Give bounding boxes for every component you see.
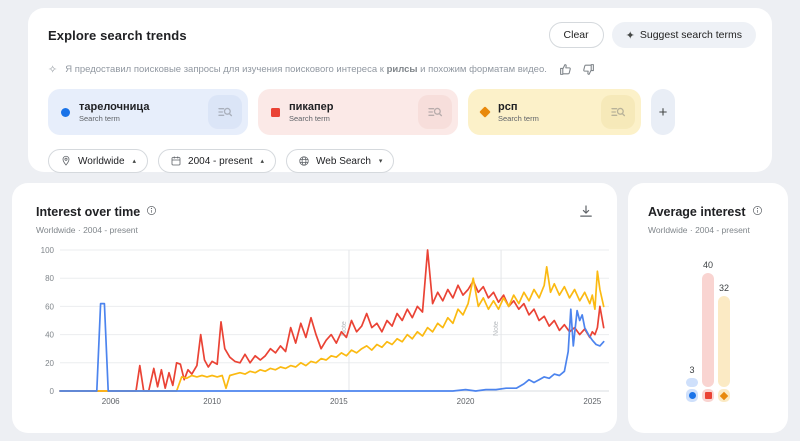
svg-text:2010: 2010: [203, 397, 221, 406]
add-term-button[interactable]: +: [651, 89, 675, 135]
svg-text:2006: 2006: [102, 397, 120, 406]
calendar-icon: [171, 156, 181, 166]
term-card-rsp[interactable]: рсп Search term: [468, 89, 641, 135]
svg-text:20: 20: [45, 359, 54, 368]
ai-spark-icon: ✧: [48, 64, 58, 76]
region-filter[interactable]: Worldwide ▴: [48, 149, 149, 173]
explore-term-button[interactable]: [418, 95, 452, 129]
term-card-pikaper[interactable]: пикапер Search term: [258, 89, 458, 135]
explore-term-button[interactable]: [601, 95, 635, 129]
svg-text:Note: Note: [341, 321, 348, 336]
svg-text:2015: 2015: [330, 397, 348, 406]
globe-icon: [299, 156, 309, 166]
info-icon[interactable]: [752, 203, 763, 221]
search-type-filter[interactable]: Web Search ▾: [286, 149, 395, 173]
legend-chip: [702, 389, 714, 402]
dropdown-arrow-icon: ▴: [132, 158, 137, 165]
blue-circle-marker: [61, 107, 70, 117]
time-filter[interactable]: 2004 - present ▴: [158, 149, 277, 173]
svg-text:100: 100: [41, 246, 55, 255]
dropdown-arrow-icon: ▾: [378, 158, 383, 165]
spark-icon: ✦: [625, 29, 635, 42]
avg-value-label: 40: [702, 260, 713, 270]
iot-title: Interest over time: [36, 205, 141, 219]
term-type-label: Search term: [289, 114, 330, 123]
term-label: пикапер: [289, 101, 334, 113]
header-row: Explore search trends Clear ✦ Suggest se…: [48, 22, 756, 48]
legend-chip: [686, 389, 698, 402]
avg-bar-rsp[interactable]: 32: [718, 283, 730, 402]
svg-text:Note: Note: [493, 321, 500, 336]
avg-value-label: 32: [718, 282, 729, 293]
bar: [686, 378, 698, 387]
term-label: рсп: [498, 101, 518, 113]
term-type-label: Search term: [498, 114, 539, 123]
orange-diamond-marker: [479, 106, 491, 118]
explore-term-button[interactable]: [208, 95, 242, 129]
search-terms-row: тарелочница Search term пикапер Search t…: [48, 89, 756, 135]
ai-suggestion-row: ✧ Я предоставил поисковые запросы для из…: [48, 63, 756, 76]
explore-panel: Explore search trends Clear ✦ Suggest se…: [28, 8, 772, 173]
svg-text:2020: 2020: [457, 397, 475, 406]
clear-button-label: Clear: [563, 29, 589, 41]
filters-row: Worldwide ▴ 2004 - present ▴ Web Search …: [48, 149, 756, 173]
time-filter-label: 2004 - present: [188, 155, 253, 167]
clear-button[interactable]: Clear: [548, 22, 604, 48]
info-icon[interactable]: [146, 203, 157, 221]
bar: [718, 295, 730, 387]
svg-text:80: 80: [45, 274, 54, 283]
red-square-marker: [271, 107, 280, 117]
avg-title: Average interest: [648, 205, 746, 219]
feedback-buttons: [559, 63, 595, 76]
average-interest-bars: 3 40 32: [628, 260, 788, 402]
red-square-marker: [704, 392, 712, 399]
svg-text:40: 40: [45, 331, 54, 340]
suggest-search-terms-button[interactable]: ✦ Suggest search terms: [611, 22, 756, 48]
blue-circle-marker: [688, 392, 696, 399]
location-pin-icon: [62, 155, 70, 166]
svg-text:2025: 2025: [583, 397, 601, 406]
interest-over-time-card: Interest over time Worldwide · 2004 - pr…: [12, 183, 617, 433]
avg-bar-pikaper[interactable]: 40: [702, 260, 714, 402]
svg-text:0: 0: [50, 387, 55, 396]
bar: [702, 273, 714, 387]
download-icon[interactable]: [577, 203, 595, 221]
suggest-button-label: Suggest search terms: [639, 29, 742, 41]
avg-bar-tarelochnitsa[interactable]: 3: [686, 365, 698, 402]
page-title: Explore search trends: [48, 27, 187, 43]
orange-diamond-marker: [719, 391, 729, 400]
average-interest-card: Average interest Worldwide · 2004 - pres…: [628, 183, 788, 433]
search-type-filter-label: Web Search: [316, 155, 371, 167]
thumbs-down-icon[interactable]: [582, 63, 595, 76]
term-card-tarelochnitsa[interactable]: тарелочница Search term: [48, 89, 248, 135]
legend-chip: [718, 389, 730, 402]
region-filter-label: Worldwide: [78, 155, 125, 167]
interest-over-time-chart[interactable]: 0 20 40 60 80 100 Note Note 2006 2010 2015 2020 2025: [12, 241, 617, 416]
iot-subtitle: Worldwide · 2004 - present: [36, 225, 138, 235]
ai-suggestion-text: Я предоставил поисковые запросы для изуч…: [65, 64, 547, 75]
avg-value-label: 3: [689, 365, 695, 376]
dropdown-arrow-icon: ▴: [260, 158, 265, 165]
svg-text:60: 60: [45, 302, 54, 311]
term-label: тарелочница: [79, 101, 150, 113]
header-actions: Clear ✦ Suggest search terms: [548, 22, 756, 48]
avg-subtitle: Worldwide · 2004 - present: [648, 225, 750, 235]
thumbs-up-icon[interactable]: [559, 63, 572, 76]
term-type-label: Search term: [79, 114, 120, 123]
